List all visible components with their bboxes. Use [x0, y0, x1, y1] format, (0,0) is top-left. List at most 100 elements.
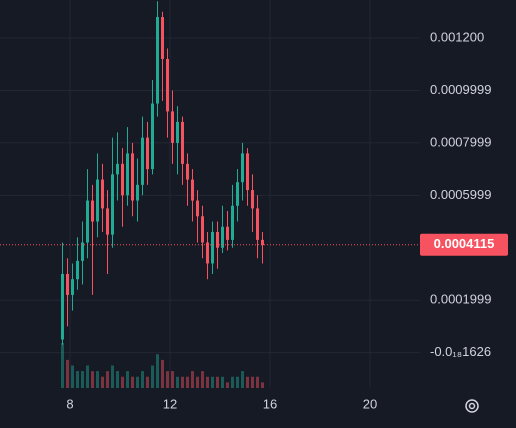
- volume-bar: [261, 382, 264, 388]
- volume-bar: [101, 376, 104, 388]
- candle-body: [111, 174, 114, 235]
- volume-bar: [256, 376, 259, 388]
- volume-bar: [236, 376, 239, 388]
- candle-body: [136, 184, 139, 201]
- candle-body: [96, 179, 99, 222]
- volume-bar: [211, 376, 214, 388]
- candle-body: [166, 58, 169, 112]
- candle-body: [211, 232, 214, 264]
- candle-body: [226, 226, 229, 240]
- x-tick-label: 20: [363, 396, 377, 411]
- volume-bar: [116, 371, 119, 388]
- volume-bar: [151, 365, 154, 388]
- volume-bar: [126, 371, 129, 388]
- volume-bar: [181, 376, 184, 388]
- axes: 8 12 16 20 -0.0₁₈1626 0.0001999 0.0005999 0.000…: [0, 29, 508, 411]
- candle-body: [86, 200, 89, 243]
- volume-bar: [186, 376, 189, 388]
- volume-bar: [111, 365, 114, 388]
- volume-bar: [241, 371, 244, 388]
- settings-ring: [465, 399, 479, 413]
- candle-body: [231, 205, 234, 240]
- candle-body: [171, 111, 174, 143]
- y-tick-label: 0.0005999: [430, 187, 491, 202]
- candle-body: [201, 216, 204, 243]
- last-price-label: 0.0004115: [434, 236, 495, 251]
- volume-bar: [121, 376, 124, 388]
- volume-layer: [61, 343, 264, 388]
- candle-body: [121, 163, 124, 196]
- candle-body: [161, 17, 164, 59]
- candle-body: [241, 153, 244, 183]
- volume-bar: [141, 371, 144, 388]
- candle-body: [76, 260, 79, 280]
- volume-bar: [71, 365, 74, 388]
- candle-body: [196, 200, 199, 217]
- y-tick-label: 0.0007999: [430, 134, 491, 149]
- volume-bar: [106, 371, 109, 388]
- last-price-badge: [420, 233, 508, 256]
- candle-body: [116, 163, 119, 175]
- candle-body: [181, 121, 184, 164]
- candle-body: [151, 103, 154, 170]
- volume-bar: [96, 371, 99, 388]
- x-tick-label: 12: [163, 396, 177, 411]
- settings-center: [468, 402, 476, 410]
- candle-body: [236, 182, 239, 206]
- candle-body: [256, 208, 259, 240]
- volume-bar: [66, 359, 69, 388]
- volume-bar: [146, 376, 149, 388]
- y-tick-label: 0.0001999: [430, 292, 491, 307]
- candle-body: [156, 17, 159, 104]
- volume-bar: [156, 354, 159, 388]
- candle-body: [66, 273, 69, 295]
- volume-bar: [206, 376, 209, 388]
- candle-body: [186, 163, 189, 180]
- volume-bar: [196, 376, 199, 388]
- candle-layer: [61, 1, 264, 345]
- grid: [0, 0, 420, 388]
- candle-body: [176, 121, 179, 143]
- volume-bar: [171, 371, 174, 388]
- candle-body: [191, 179, 194, 201]
- candle-body: [216, 232, 219, 248]
- candle-body: [131, 153, 134, 201]
- volume-bar: [251, 376, 254, 388]
- volume-bar: [91, 371, 94, 388]
- settings-icon[interactable]: [465, 399, 479, 413]
- volume-bar: [161, 359, 164, 388]
- candle-body: [61, 273, 64, 340]
- candle-body: [91, 200, 94, 222]
- x-tick-label: 8: [66, 396, 73, 411]
- candle-body: [146, 137, 149, 170]
- y-tick-label: -0.0₁₈1626: [430, 344, 491, 359]
- candle-body: [246, 153, 249, 191]
- volume-bar: [76, 371, 79, 388]
- volume-bar: [166, 371, 169, 388]
- candle-body: [141, 137, 144, 185]
- volume-bar: [136, 376, 139, 388]
- x-tick-label: 16: [263, 396, 277, 411]
- candle-body: [251, 190, 254, 209]
- y-tick-label: 0.0009999: [430, 82, 491, 97]
- volume-bar: [86, 365, 89, 388]
- volume-bar: [231, 376, 234, 388]
- volume-bar: [61, 343, 64, 388]
- candle-body: [71, 279, 74, 295]
- y-tick-label: 0.001200: [430, 29, 484, 44]
- volume-bar: [246, 376, 249, 388]
- candle-body: [206, 242, 209, 264]
- candle-body: [101, 179, 104, 209]
- volume-bar: [176, 376, 179, 388]
- volume-bar: [191, 371, 194, 388]
- candle-body: [81, 242, 84, 261]
- candle-body: [106, 208, 109, 235]
- volume-bar: [81, 371, 84, 388]
- candle-body: [221, 226, 224, 248]
- volume-bar: [201, 371, 204, 388]
- volume-bar: [131, 376, 134, 388]
- candle-body: [126, 153, 129, 196]
- candle-body: [261, 239, 264, 246]
- volume-bar: [221, 376, 224, 388]
